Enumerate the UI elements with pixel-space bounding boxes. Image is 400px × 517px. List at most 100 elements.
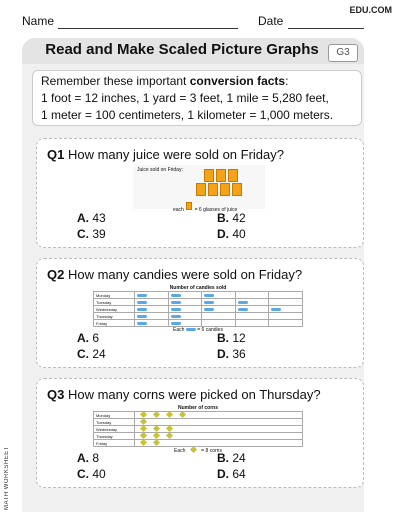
grade-badge: G3 <box>328 44 358 62</box>
cell <box>234 298 270 306</box>
juice-glass-icon <box>204 169 214 182</box>
corns-key-post: = 8 corns <box>201 448 222 454</box>
corn-icon <box>165 431 174 440</box>
row-label: Thursday <box>93 312 135 320</box>
option-c[interactable]: C. 24 <box>77 347 106 361</box>
question-2-text: How many candies were sold on Friday? <box>64 267 303 282</box>
cell <box>167 319 203 327</box>
option-letter: C. <box>77 467 89 481</box>
question-1-text: How many juice were sold on Friday? <box>64 147 284 162</box>
juice-glass-icon <box>220 183 230 196</box>
cell <box>268 305 303 313</box>
table-row: Tuesday <box>93 417 303 426</box>
candy-icon <box>237 300 248 304</box>
corns-graph-caption: Number of corns <box>177 405 218 411</box>
option-value: 40 <box>92 467 106 481</box>
corn-icon <box>152 438 161 447</box>
juice-graph-key: each = 6 glasses of juice <box>173 201 237 213</box>
candy-icon <box>170 293 181 297</box>
corn-icon <box>189 445 197 454</box>
question-2: Q2 How many candies were sold on Friday? <box>47 267 302 282</box>
candies-graph-key: Each = 6 candies <box>93 327 303 333</box>
cell <box>167 291 203 299</box>
question-3: Q3 How many corns were picked on Thursda… <box>47 387 321 402</box>
cell <box>134 305 169 313</box>
corn-icon <box>152 410 161 419</box>
cell <box>268 312 303 320</box>
option-d[interactable]: D. 64 <box>217 467 246 481</box>
option-a[interactable]: A. 6 <box>77 331 99 345</box>
brand-logo: EDU.COM <box>349 5 393 15</box>
row-label: Friday <box>93 319 135 327</box>
cell <box>134 312 169 320</box>
cell <box>134 424 303 433</box>
candies-key-post: = 6 candies <box>197 327 223 333</box>
option-letter: B. <box>217 451 229 465</box>
option-letter: A. <box>77 211 89 225</box>
candy-icon <box>237 307 248 311</box>
candy-icon <box>137 293 147 297</box>
juice-row-2 <box>195 182 243 202</box>
option-d[interactable]: D. 40 <box>217 227 246 241</box>
corns-graph-key: Each = 8 corns <box>93 445 303 454</box>
candy-icon <box>170 307 181 311</box>
option-value: 8 <box>92 451 100 465</box>
row-label: Tuesday <box>93 298 135 306</box>
table-row: Monday <box>93 291 303 299</box>
table-row: Friday <box>93 438 303 447</box>
candies-graph-caption: Number of candies sold <box>169 285 227 291</box>
juice-glass-icon <box>228 169 238 182</box>
facts-line-1: 1 foot = 12 inches, 1 yard = 3 feet, 1 m… <box>41 91 329 105</box>
date-line <box>288 28 364 29</box>
corns-key-pre: Each <box>174 448 186 454</box>
cell <box>134 431 303 440</box>
corns-picture-graph: Number of corns Monday Tuesday Wednesday… <box>93 405 303 454</box>
cell <box>234 291 270 299</box>
candies-key-pre: Each <box>173 327 185 333</box>
option-b[interactable]: B. 24 <box>217 451 246 465</box>
option-value: 12 <box>232 331 246 345</box>
option-d[interactable]: D. 36 <box>217 347 246 361</box>
row-label: Wednesday <box>93 305 135 313</box>
row-label: Friday <box>93 439 135 447</box>
cell <box>167 298 203 306</box>
question-1-number: Q1 <box>47 147 65 162</box>
candy-icon <box>204 300 215 304</box>
cell <box>201 312 236 320</box>
question-card-3: Q3 How many corns were picked on Thursda… <box>36 378 364 488</box>
candy-icon <box>137 300 147 304</box>
option-value: 24 <box>232 451 246 465</box>
candy-icon <box>271 307 282 311</box>
row-label: Tuesday <box>93 418 135 426</box>
juice-glass-icon <box>216 169 226 182</box>
table-row: Wednesday <box>93 424 303 433</box>
option-c[interactable]: C. 39 <box>77 227 106 241</box>
worksheet-title: Read and Make Scaled Picture Graphs <box>45 41 319 58</box>
option-a[interactable]: A. 43 <box>77 211 106 225</box>
option-value: 40 <box>232 227 246 241</box>
option-c[interactable]: C. 40 <box>77 467 106 481</box>
cell <box>234 319 270 327</box>
candy-icon <box>137 307 147 311</box>
row-label: Monday <box>93 291 135 299</box>
table-row: Tuesday <box>93 298 303 306</box>
option-b[interactable]: B. 12 <box>217 331 246 345</box>
candy-icon <box>137 321 147 325</box>
option-b[interactable]: B. 42 <box>217 211 246 225</box>
name-line <box>58 28 238 29</box>
candy-icon <box>185 328 196 331</box>
date-label: Date <box>258 14 284 28</box>
candies-picture-graph: Number of candies sold Monday Tuesday We… <box>93 285 303 333</box>
juice-glass-icon <box>208 183 218 196</box>
option-value: 36 <box>232 347 246 361</box>
cell <box>134 298 169 306</box>
option-letter: A. <box>77 331 89 345</box>
side-label: MATH WORKSHEET <box>4 446 10 510</box>
option-a[interactable]: A. 8 <box>77 451 99 465</box>
juice-picture-graph: Juice sold on Friday: each = 6 glasses o… <box>133 165 265 213</box>
question-3-number: Q3 <box>47 387 65 402</box>
cell <box>234 312 270 320</box>
option-letter: C. <box>77 347 89 361</box>
cell <box>268 298 303 306</box>
cell <box>234 305 270 313</box>
